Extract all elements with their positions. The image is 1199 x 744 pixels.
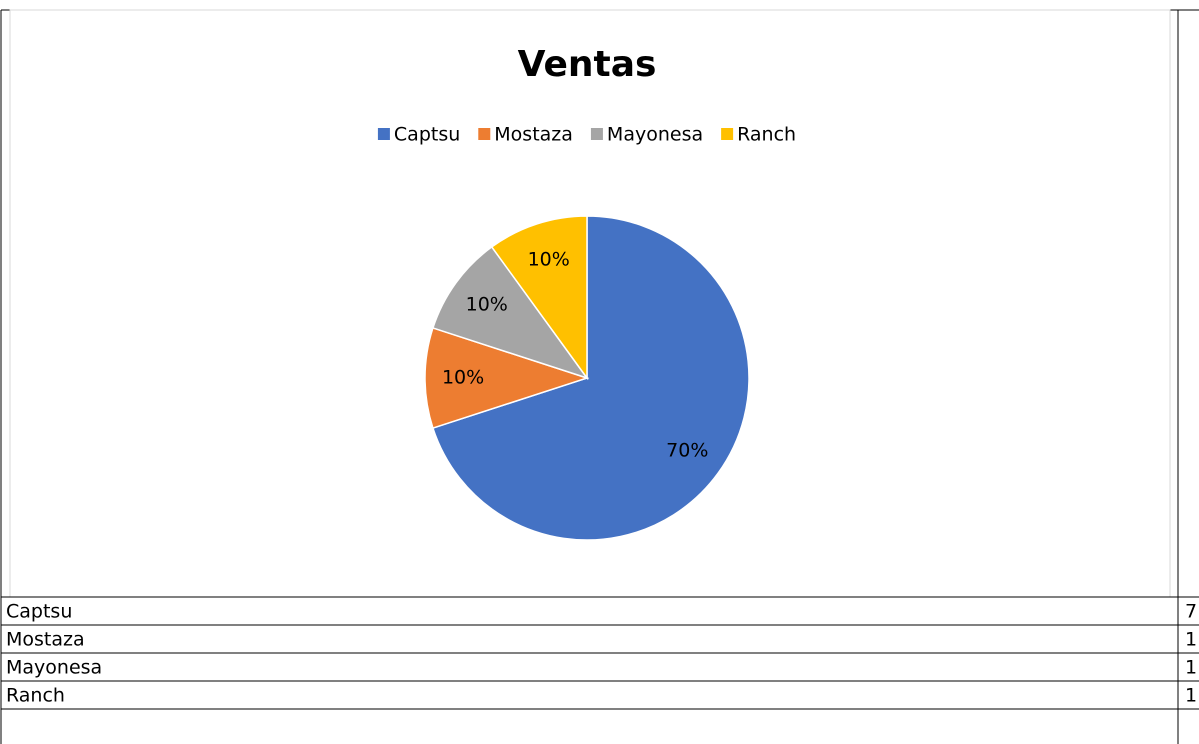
legend-item: Captsu [377,124,460,146]
legend-swatch [478,128,491,140]
table-cell: 1 [1185,657,1197,679]
legend-swatch [377,128,390,140]
chart-title: Ventas [518,44,657,85]
table-cell: Mostaza [6,629,85,651]
data-label: 10% [466,294,508,316]
table: Captsu 7 Mostaza 1 Mayonesa 1 Ranch 1 [1,596,1199,710]
table-cell: Ranch [6,685,65,707]
pie-slice [490,215,588,381]
legend: Captsu Mostaza Mayonesa Ranch [377,124,796,146]
table-cell: 7 [1185,601,1197,623]
legend-label: Mayonesa [607,124,703,146]
data-label: 10% [528,249,570,271]
data-label: 70% [666,439,708,461]
pie: 70% 10% 10% 10% [424,215,750,541]
legend-label: Mostaza [494,124,573,146]
legend-item: Mayonesa [590,124,703,146]
legend-item: Ranch [721,124,796,146]
legend-label: Ranch [737,124,796,146]
table-cell: 1 [1185,685,1197,707]
table-cell: Captsu [6,601,72,623]
legend-label: Captsu [394,124,460,146]
table-cell: 1 [1185,629,1197,651]
legend-swatch [721,128,734,140]
data-label: 10% [442,367,484,389]
pie-slice [431,215,750,541]
legend-swatch [590,128,603,140]
table-cell: Mayonesa [6,657,102,679]
pie-slice [431,245,589,380]
legend-item: Mostaza [478,124,573,146]
pie-slice [424,326,590,430]
